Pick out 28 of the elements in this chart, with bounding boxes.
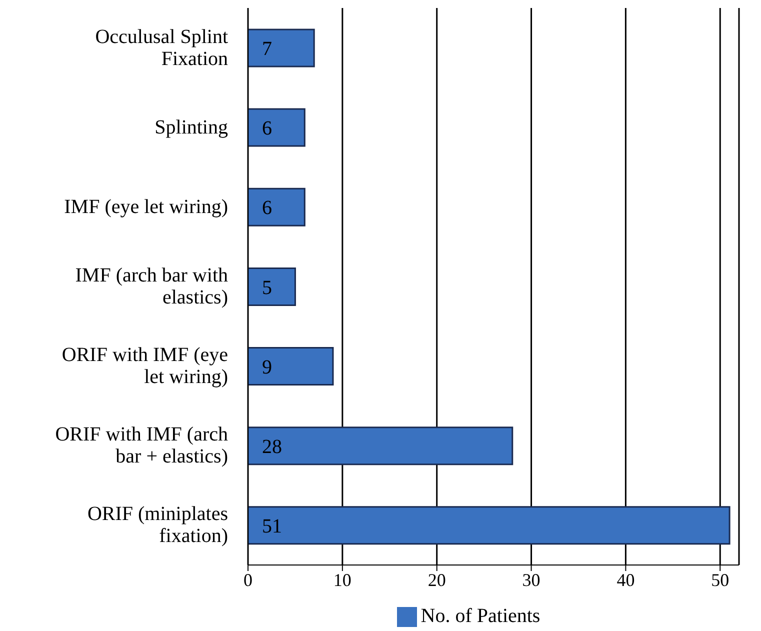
bar (248, 267, 296, 306)
x-tick-label: 50 (711, 570, 730, 590)
legend-label: No. of Patients (420, 605, 540, 627)
y-tick-label: Splinting (154, 116, 228, 138)
bar (248, 188, 306, 226)
bar (248, 108, 306, 147)
x-tick-label: 20 (428, 570, 446, 590)
y-tick-label: ORIF (miniplates fixation) (87, 503, 228, 548)
data-label: 28 (262, 436, 282, 458)
data-label: 5 (262, 276, 272, 299)
bar (248, 28, 315, 68)
x-tick-label: 0 (244, 570, 252, 590)
y-tick-label: IMF (eye let wiring) (64, 196, 228, 218)
y-tick-label: ORIF with IMF (eye let wiring) (62, 344, 228, 388)
data-label: 7 (262, 38, 272, 60)
x-tick-label: 30 (522, 570, 540, 590)
bar (248, 347, 334, 386)
x-tick-label: 10 (333, 570, 352, 590)
y-tick-label: ORIF with IMF (arch bar + elastics) (55, 424, 228, 468)
data-label: 6 (262, 118, 272, 140)
y-tick-label: Occulusal Splint Fixation (95, 26, 228, 70)
bar (248, 506, 730, 545)
data-label: 51 (262, 516, 282, 538)
x-tick-label: 40 (616, 570, 635, 590)
bar (248, 426, 514, 466)
data-label: 6 (262, 197, 272, 220)
y-tick-label: IMF (arch bar with elastics) (75, 264, 228, 308)
data-label: 9 (262, 356, 272, 378)
